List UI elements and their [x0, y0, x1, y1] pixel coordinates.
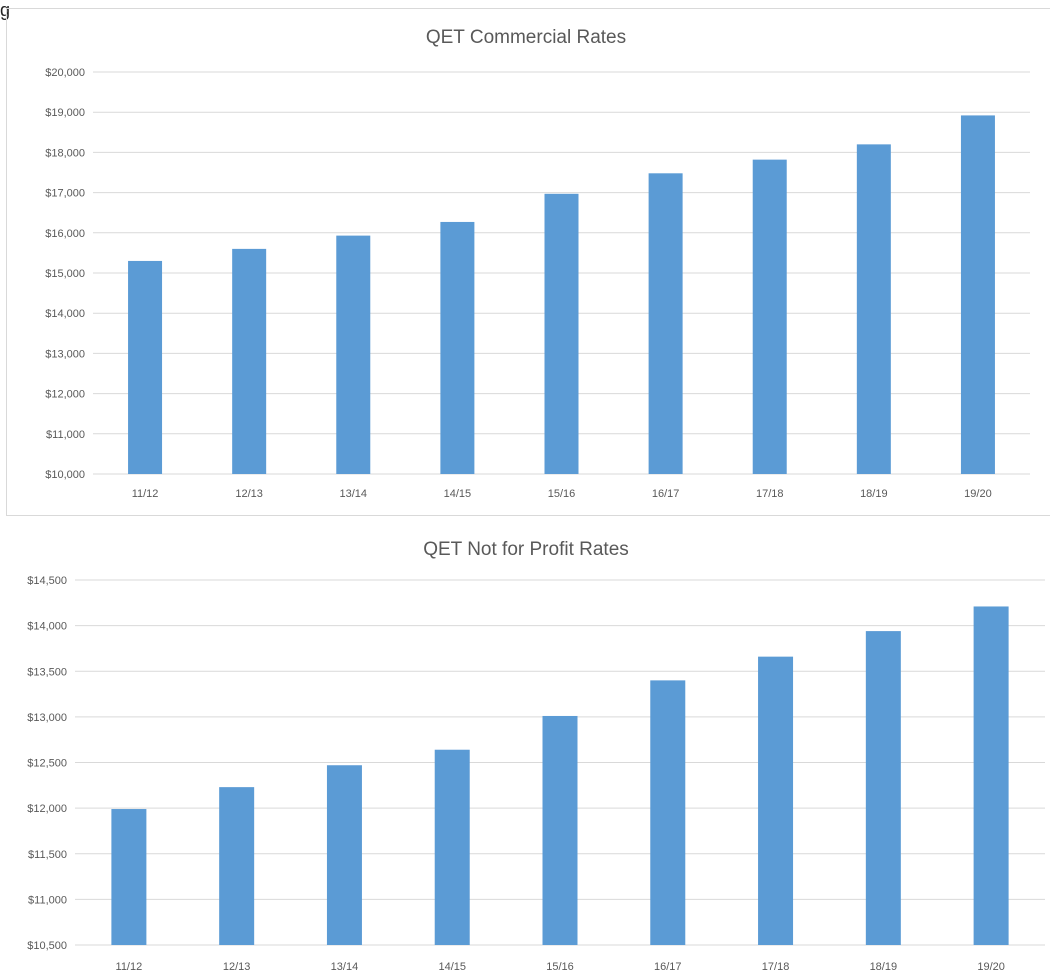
- chart-2-bar: [973, 606, 1009, 945]
- chart-2-xtick-label: 13/14: [331, 961, 359, 973]
- chart-1-ytick-label: $15,000: [45, 268, 85, 280]
- chart-1-ytick-label: $19,000: [45, 107, 85, 119]
- chart-1-bar: [648, 173, 683, 474]
- chart-2-xtick-label: 14/15: [438, 961, 466, 973]
- chart-2-xtick-label: 19/20: [977, 961, 1005, 973]
- chart-1-ytick-label: $14,000: [45, 308, 85, 320]
- chart-2-xtick-label: 12/13: [223, 961, 251, 973]
- chart-1-bar: [440, 221, 475, 474]
- chart-2-ytick-label: $14,500: [27, 575, 67, 587]
- chart-2-ytick-label: $14,000: [27, 621, 67, 633]
- chart-2-xtick-label: 11/12: [116, 961, 143, 973]
- chart-2-ytick-label: $10,500: [27, 940, 67, 952]
- chart-2-title: QET Not for Profit Rates: [423, 539, 629, 560]
- chart-2-xtick-label: 18/19: [870, 961, 898, 973]
- chart-2-ytick-label: $11,000: [28, 894, 67, 906]
- chart-1-ytick-label: $16,000: [45, 228, 85, 240]
- chart-1-bar: [960, 115, 995, 474]
- chart-2-bar: [758, 656, 794, 945]
- chart-1-xtick-label: 14/15: [444, 488, 472, 500]
- chart-1-ytick-label: $18,000: [45, 147, 85, 159]
- chart-1-frame: [6, 8, 1050, 516]
- chart-2-bar: [111, 809, 147, 945]
- chart-1-xtick-label: 11/12: [132, 488, 159, 500]
- chart-1-xtick-label: 19/20: [964, 488, 992, 500]
- cropped-heading-fragment: g: [0, 0, 11, 20]
- chart-1-xtick-label: 12/13: [235, 488, 263, 500]
- chart-1-xtick-label: 17/18: [756, 488, 784, 500]
- chart-1-bar: [128, 260, 163, 474]
- chart-2-ytick-label: $13,000: [27, 712, 67, 724]
- chart-2-bar: [219, 787, 255, 945]
- chart-2-ytick-label: $12,500: [27, 758, 67, 770]
- chart-1-ytick-label: $12,000: [45, 389, 85, 401]
- chart-1-bar: [232, 248, 267, 474]
- chart-1-bar: [856, 144, 891, 475]
- chart-1-ytick-label: $20,000: [45, 67, 85, 79]
- chart-2-bar: [650, 680, 686, 945]
- chart-2-ytick-label: $11,500: [28, 849, 67, 861]
- chart-2-ytick-label: $13,500: [27, 666, 67, 678]
- chart-2-xtick-label: 17/18: [762, 961, 790, 973]
- chart-1-xtick-label: 15/16: [548, 488, 576, 500]
- chart-1-bar: [544, 193, 579, 474]
- chart-1-ytick-label: $17,000: [45, 188, 85, 200]
- chart-2-bar: [542, 715, 578, 945]
- chart-1-xtick-label: 18/19: [860, 488, 888, 500]
- chart-1-xtick-label: 13/14: [340, 488, 368, 500]
- chart-2-ytick-label: $12,000: [27, 803, 67, 815]
- chart-2-xtick-label: 16/17: [654, 961, 682, 973]
- chart-2-bar: [326, 765, 362, 945]
- chart-2-xtick-label: 15/16: [546, 961, 574, 973]
- chart-1-ytick-label: $13,000: [45, 348, 85, 360]
- chart-1-title: QET Commercial Rates: [425, 27, 627, 48]
- chart-1-xtick-label: 16/17: [652, 488, 680, 500]
- chart-2-bar: [865, 631, 901, 945]
- chart-1-ytick-label: $11,000: [46, 429, 85, 441]
- chart-1-bar: [752, 159, 787, 475]
- chart-1-ytick-label: $10,000: [45, 469, 85, 481]
- chart-1-bar: [336, 235, 371, 474]
- chart-2-bar: [434, 749, 470, 945]
